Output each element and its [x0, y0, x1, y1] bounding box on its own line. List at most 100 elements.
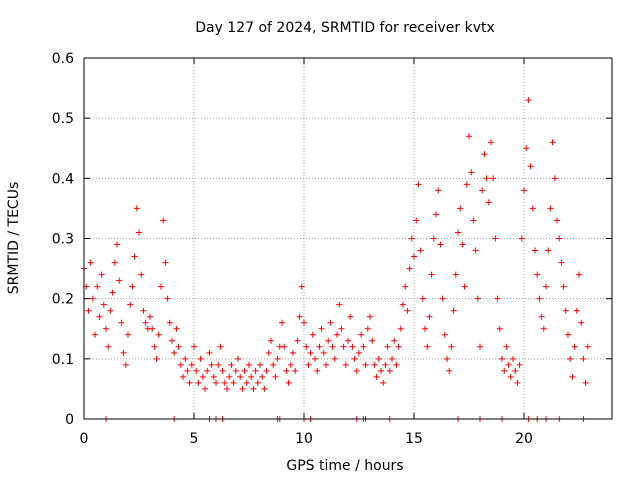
data-point: [393, 361, 400, 368]
data-point: [428, 271, 435, 278]
data-point: [334, 331, 340, 338]
y-tick-label: 0.5: [52, 111, 74, 127]
data-point: [578, 319, 585, 326]
data-point: [345, 337, 351, 344]
y-tick-label: 0.6: [52, 51, 74, 67]
data-point: [235, 355, 241, 362]
data-point: [98, 271, 105, 278]
data-point: [140, 307, 147, 314]
data-point: [259, 373, 266, 380]
data-point: [336, 301, 343, 308]
data-point: [408, 235, 415, 242]
data-point: [543, 283, 549, 290]
data-point: [177, 361, 184, 368]
data-point: [327, 319, 334, 326]
data-point: [206, 349, 213, 356]
data-point: [158, 283, 164, 290]
data-point: [373, 373, 380, 380]
data-point: [261, 385, 268, 392]
tick-labels: 0 0.1 0.2 0.3 0.4 0.5 0.6 0 5 10 15 20: [52, 51, 533, 447]
data-point: [287, 361, 294, 368]
data-point: [584, 343, 591, 350]
data-point: [488, 139, 494, 146]
data-point: [466, 133, 472, 140]
data-point: [397, 325, 404, 332]
data-point: [221, 379, 228, 386]
data-point: [107, 307, 114, 314]
data-point: [565, 331, 571, 338]
data-point: [217, 343, 224, 350]
data-point: [243, 379, 250, 386]
data-point: [281, 343, 288, 350]
data-point: [296, 313, 303, 320]
data-point: [314, 367, 321, 374]
data-point: [494, 295, 501, 302]
data-point: [496, 325, 503, 332]
data-point: [481, 151, 488, 158]
x-tick-label: 20: [515, 431, 533, 447]
data-point: [507, 373, 514, 380]
data-point: [265, 349, 272, 356]
y-tick-label: 0: [65, 412, 74, 428]
x-tick-label: 10: [295, 431, 313, 447]
data-point: [523, 145, 530, 152]
data-point: [351, 355, 358, 362]
data-point: [362, 361, 369, 368]
data-point: [400, 301, 406, 308]
data-point: [404, 307, 411, 314]
data-point: [162, 259, 169, 266]
data-point: [444, 355, 450, 362]
data-point: [292, 367, 299, 374]
data-point: [472, 247, 479, 254]
data-point: [303, 343, 310, 350]
data-point: [228, 361, 235, 368]
data-point: [347, 313, 354, 320]
data-point: [268, 337, 274, 344]
data-point: [549, 139, 556, 146]
data-point: [166, 319, 173, 326]
data-point: [538, 313, 545, 320]
data-point: [367, 313, 373, 320]
data-point: [474, 295, 481, 302]
data-point: [312, 355, 318, 362]
data-point: [446, 367, 453, 374]
data-point: [468, 169, 475, 176]
data-point: [463, 181, 470, 188]
data-point: [492, 235, 499, 242]
data-point: [149, 325, 156, 332]
data-point: [208, 361, 215, 368]
data-point: [518, 235, 525, 242]
data-point: [342, 361, 349, 368]
data-point: [437, 241, 444, 248]
data-point: [173, 325, 180, 332]
data-point: [338, 325, 345, 332]
data-point: [567, 355, 574, 362]
data-point: [525, 97, 532, 104]
data-point: [155, 331, 162, 338]
data-point: [118, 319, 125, 326]
data-point: [219, 367, 226, 374]
data-point: [371, 361, 378, 368]
data-point: [171, 349, 178, 356]
data-point: [470, 217, 477, 224]
data-point: [452, 271, 459, 278]
data-point: [111, 259, 118, 266]
data-point: [536, 295, 543, 302]
data-point: [103, 325, 109, 332]
data-point: [169, 337, 175, 344]
data-point: [554, 217, 560, 224]
data-point: [193, 367, 200, 374]
data-point: [534, 271, 541, 278]
data-point: [415, 181, 422, 188]
data-point: [540, 325, 547, 332]
data-point: [94, 283, 101, 290]
data-point: [510, 355, 516, 362]
data-point: [395, 343, 402, 350]
data-point: [512, 367, 519, 374]
data-point: [417, 247, 424, 254]
data-point: [180, 373, 186, 380]
data-point: [547, 205, 554, 212]
data-point: [386, 367, 393, 374]
data-point: [294, 337, 301, 344]
